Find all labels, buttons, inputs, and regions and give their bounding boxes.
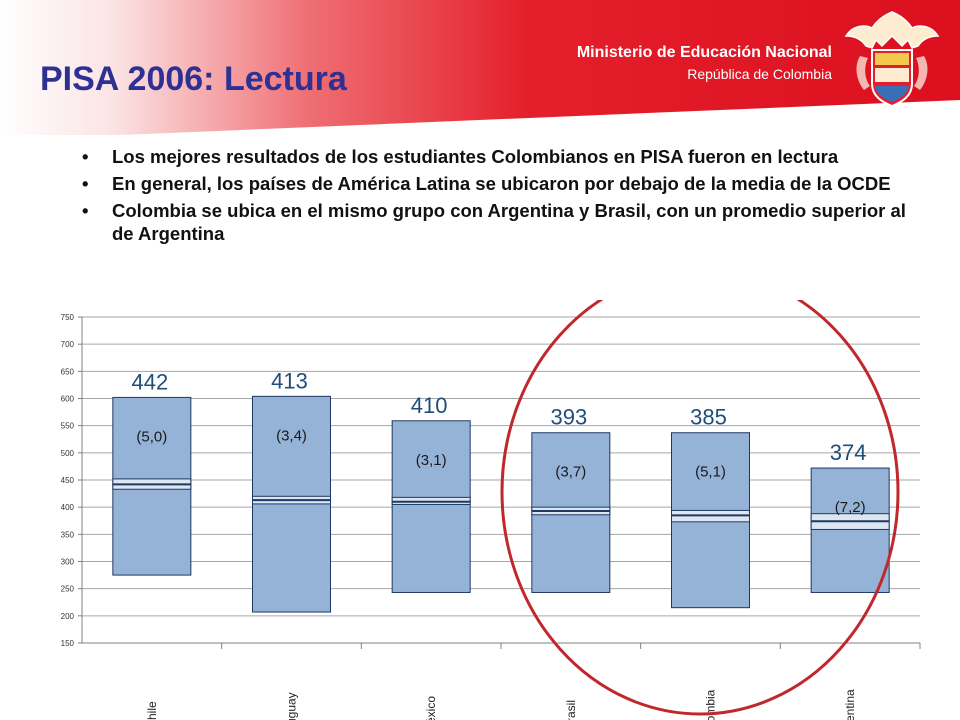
category-label: Argentina: [843, 689, 857, 720]
republic-name: República de Colombia: [687, 66, 832, 82]
category-label: Chile: [145, 701, 159, 720]
bullet-item: Colombia se ubica en el mismo grupo con …: [80, 199, 910, 245]
mean-value-label: 393: [550, 405, 587, 430]
standard-error-label: (5,0): [136, 428, 167, 445]
category-label: Uruguay: [285, 692, 299, 720]
category-label: México: [424, 696, 438, 720]
y-tick-label: 650: [61, 367, 75, 376]
y-tick-label: 350: [61, 530, 75, 539]
y-tick-label: 300: [61, 558, 75, 567]
y-tick-label: 600: [61, 395, 75, 404]
standard-error-label: (3,7): [555, 464, 586, 481]
y-tick-label: 200: [61, 612, 75, 621]
mean-value-label: 410: [411, 393, 448, 418]
y-tick-label: 150: [61, 639, 75, 648]
mean-value-label: 374: [830, 440, 867, 465]
range-box: [391, 420, 471, 593]
mean-value-label: 442: [131, 369, 168, 394]
pisa-reading-chart: 150 200 250 300 350 400 450 500 550 600 650 700 750 4…: [61, 300, 921, 720]
y-tick-label: 450: [61, 476, 75, 485]
y-tick-label: 700: [61, 340, 75, 349]
y-tick-label: 750: [61, 313, 75, 322]
y-tick-label: 500: [61, 449, 75, 458]
seal-caption: Libertad y Orden: [852, 113, 932, 124]
highlight-ellipse: [500, 300, 900, 716]
bullet-list: Los mejores resultados de los estudiante…: [80, 145, 910, 249]
standard-error-label: (7,2): [835, 499, 866, 516]
standard-error-label: (3,4): [276, 427, 307, 444]
standard-error-label: (5,1): [695, 464, 726, 481]
mean-value-label: 385: [690, 405, 727, 430]
bullet-item: Los mejores resultados de los estudiante…: [80, 145, 910, 168]
category-label: Brasil: [564, 700, 578, 720]
ministry-name: Ministerio de Educación Nacional: [576, 44, 832, 61]
bullet-item: En general, los países de América Latina…: [80, 172, 910, 195]
slide-title: PISA 2006: Lectura: [40, 60, 347, 98]
ministry-block: Ministerio de Educación Nacional Repúbli…: [577, 44, 832, 82]
standard-error-label: (3,1): [416, 452, 447, 469]
y-tick-label: 400: [61, 503, 75, 512]
coat-of-arms-logo: Libertad y Orden: [844, 11, 940, 124]
y-tick-label: 250: [61, 585, 75, 594]
mean-value-label: 413: [271, 368, 308, 393]
range-box: [810, 467, 890, 593]
y-tick-label: 550: [61, 422, 75, 431]
